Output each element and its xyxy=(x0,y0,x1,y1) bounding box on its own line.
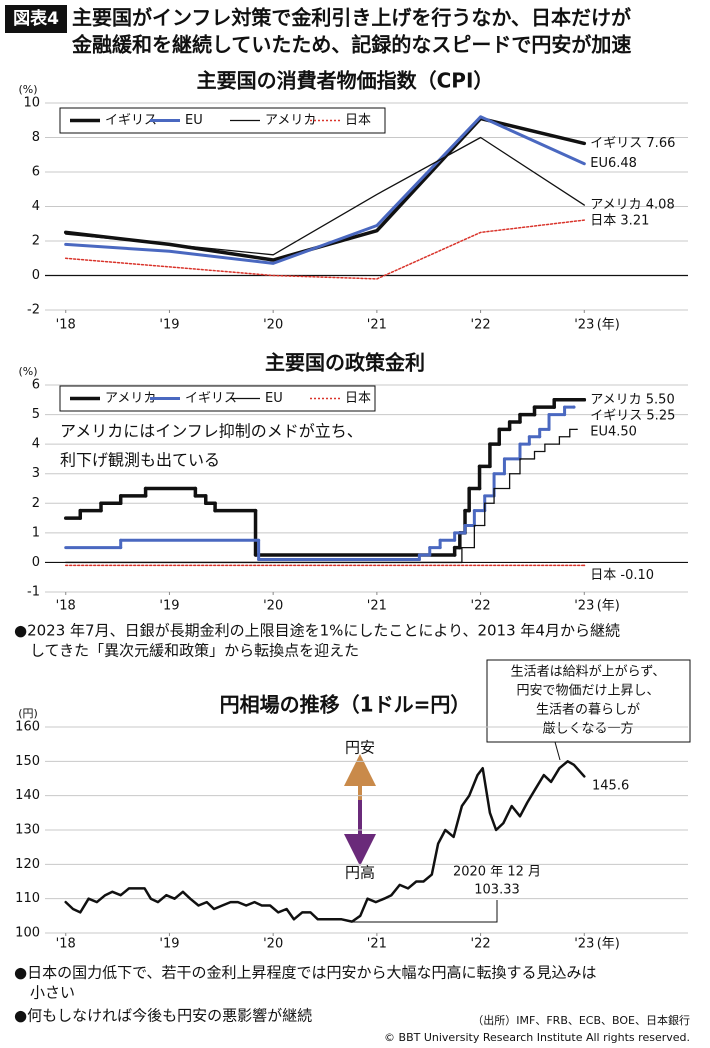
x-unit: (年) xyxy=(597,599,620,614)
chart-title: 円相場の推移（1ドル=円） xyxy=(220,693,471,717)
x-tick-label: '21 xyxy=(367,318,387,333)
legend-label: イギリス xyxy=(185,391,237,406)
y-tick-label: 0 xyxy=(32,268,40,283)
end-label: 日本 -0.10 xyxy=(590,568,654,583)
y-tick-label: 5 xyxy=(32,407,40,422)
note: ●何もしなければ今後も円安の悪影響が継続 xyxy=(14,1007,312,1025)
x-unit: (年) xyxy=(597,318,620,333)
end-label: 日本 3.21 xyxy=(590,214,649,229)
legend-label: アメリカ xyxy=(105,391,156,406)
legend-label: 日本 xyxy=(345,113,371,128)
x-tick-label: '18 xyxy=(56,599,76,614)
arrow-label: 円安 xyxy=(345,739,375,757)
x-tick-label: '18 xyxy=(56,937,76,952)
badge xyxy=(5,5,67,33)
callout-box xyxy=(486,659,691,743)
legend-label: EU xyxy=(265,391,283,406)
chart-title: 主要国の政策金利 xyxy=(265,351,425,375)
y-tick-label: 2 xyxy=(32,234,40,249)
y-tick-label: 2 xyxy=(32,496,40,511)
legend-label: アメリカ xyxy=(265,113,316,128)
note: ●日本の国力低下で、若干の金利上昇程度では円安から大幅な円高に転換する見込みは xyxy=(14,964,597,982)
series-line xyxy=(64,760,586,923)
end-label: イギリス 5.25 xyxy=(590,408,675,423)
legend-label: 日本 xyxy=(345,391,371,406)
callout-text: 厳しくなる一方 xyxy=(542,721,633,737)
end-label: 145.6 xyxy=(592,779,629,794)
y-unit: (円) xyxy=(18,707,38,720)
y-tick-label: 3 xyxy=(32,466,40,481)
x-tick-label: '23 xyxy=(574,937,594,952)
note: ●2023 年7月、日銀が長期金利の上限目途を1%にしたことにより、2013 年… xyxy=(14,622,620,640)
y-tick-label: 110 xyxy=(15,891,40,906)
y-unit: (%) xyxy=(18,365,37,378)
y-tick-label: -2 xyxy=(27,303,40,318)
y-tick-label: 100 xyxy=(15,926,40,941)
x-tick-label: '23 xyxy=(574,599,594,614)
callout-text: 円安で物価だけ上昇し、 xyxy=(516,684,659,699)
badge-text: 図表4 xyxy=(13,8,59,29)
callout-pointer xyxy=(540,741,561,761)
y-tick-label: 6 xyxy=(32,378,40,393)
annotation: アメリカにはインフレ抑制のメドが立ち、 xyxy=(60,422,363,441)
y-tick-label: 160 xyxy=(15,720,40,735)
series-line xyxy=(65,136,585,256)
end-label: アメリカ 4.08 xyxy=(590,198,674,213)
end-label: EU6.48 xyxy=(590,156,637,171)
callout-text: 生活者の暮らしが xyxy=(536,703,640,718)
x-tick-label: '21 xyxy=(367,937,387,952)
y-unit: (%) xyxy=(18,83,37,96)
series-line xyxy=(63,116,587,262)
y-tick-label: 140 xyxy=(15,788,40,803)
x-tick-label: '20 xyxy=(263,937,283,952)
annotation-value: 103.33 xyxy=(474,883,520,898)
page-title: 主要国がインフレ対策で金利引き上げを行うなか、日本だけが xyxy=(72,6,631,30)
y-tick-label: 120 xyxy=(15,857,40,872)
note: してきた「異次元緩和政策」から転換点を迎えた xyxy=(30,642,359,660)
x-unit: (年) xyxy=(597,937,620,952)
y-tick-label: 0 xyxy=(32,555,40,570)
legend-label: イギリス xyxy=(105,113,157,128)
x-tick-label: '18 xyxy=(56,318,76,333)
annotation: 利下げ観測も出ている xyxy=(60,451,220,470)
y-tick-label: 10 xyxy=(23,96,40,111)
note: 小さい xyxy=(30,984,75,1002)
series-line xyxy=(64,115,586,265)
arrow-label: 円高 xyxy=(345,864,375,882)
annotation-bracket xyxy=(352,900,498,923)
y-tick-label: 4 xyxy=(32,199,40,214)
y-tick-label: 8 xyxy=(32,130,40,145)
x-tick-label: '22 xyxy=(471,599,491,614)
series-line xyxy=(64,219,586,280)
x-tick-label: '19 xyxy=(159,599,179,614)
end-label: EU4.50 xyxy=(590,424,637,439)
x-tick-label: '20 xyxy=(263,318,283,333)
x-tick-label: '22 xyxy=(471,318,491,333)
y-tick-label: 130 xyxy=(15,823,40,838)
source: （出所）IMF、FRB、ECB、BOE、日本銀行 xyxy=(472,1013,690,1027)
y-tick-label: 150 xyxy=(15,754,40,769)
x-tick-label: '19 xyxy=(159,937,179,952)
y-tick-label: 4 xyxy=(32,437,40,452)
x-tick-label: '22 xyxy=(471,937,491,952)
page-title: 金融緩和を継続していたため、記録的なスピードで円安が加速 xyxy=(71,33,631,57)
x-tick-label: '19 xyxy=(159,318,179,333)
x-tick-label: '21 xyxy=(367,599,387,614)
annotation: 2020 年 12 月 xyxy=(453,865,541,880)
x-tick-label: '20 xyxy=(263,599,283,614)
x-tick-label: '23 xyxy=(574,318,594,333)
y-tick-label: -1 xyxy=(27,585,40,600)
copyright: © BBT University Research Institute All … xyxy=(384,1031,690,1044)
end-label: アメリカ 5.50 xyxy=(590,392,674,407)
callout-text: 生活者は給料が上がらず、 xyxy=(511,665,666,680)
y-tick-label: 6 xyxy=(32,165,40,180)
chart-title: 主要国の消費者物価指数（CPI） xyxy=(197,69,494,93)
legend-label: EU xyxy=(185,113,203,128)
y-tick-label: 1 xyxy=(32,525,40,540)
end-label: イギリス 7.66 xyxy=(590,136,675,151)
